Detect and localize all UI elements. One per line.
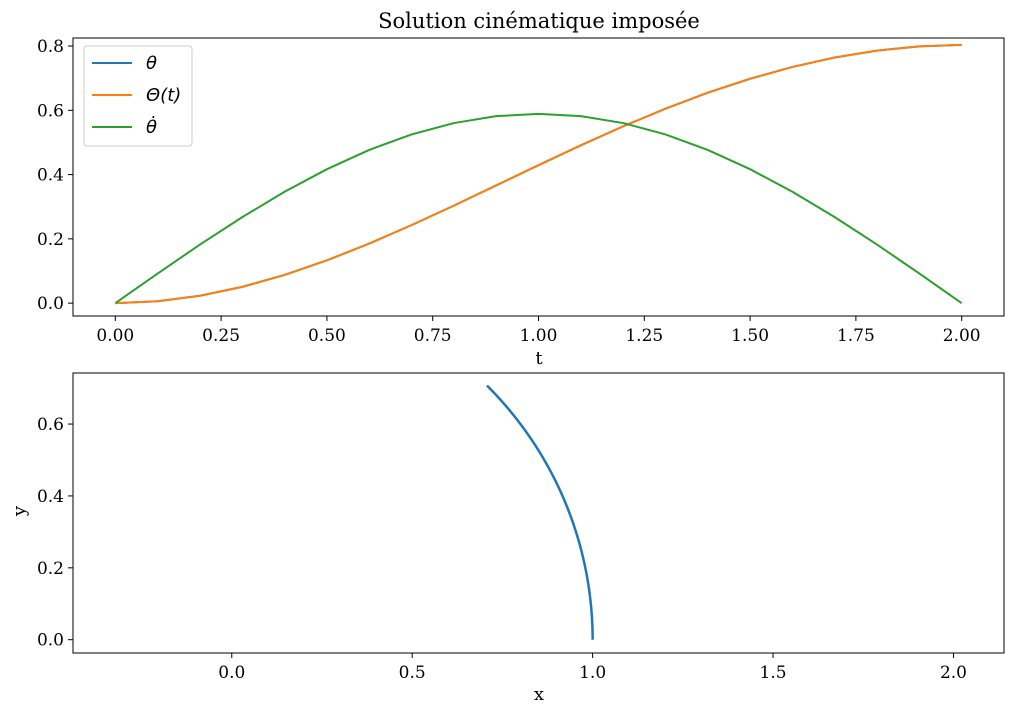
bottom-y-tick-label: 0.6 [37,415,64,435]
top-series-line-2 [114,112,963,304]
legend-label-1: Θ(t) [146,85,181,106]
bottom-trajectory-line [485,384,594,641]
top-series-line-1 [115,43,962,305]
bottom-y-axis-label: y [9,505,30,517]
top-y-ticks: 0.0 0.2 0.4 0.6 0.8 [37,37,73,314]
bottom-x-tick-label: 2.0 [940,663,967,683]
top-series-group [114,43,963,305]
top-x-tick-label: 2.00 [943,326,981,346]
bottom-x-tick-label: 1.0 [579,663,606,683]
legend: θ Θ(t) θ̇ [83,45,193,147]
top-series-line-0 [115,43,962,305]
bottom-y-tick-label: 0.4 [37,487,64,507]
top-x-ticks: 0.00 0.25 0.50 0.75 1.00 1.25 1.50 1.75 2.00 [96,316,981,346]
bottom-plot: 0.0 0.5 1.0 1.5 2.0 0.0 0.2 0.4 0.6 x y [9,372,1005,705]
bottom-plot-frame [72,372,1005,654]
top-x-axis-label: t [535,348,543,369]
top-x-tick-label: 1.50 [731,326,769,346]
legend-label-2: θ̇ [146,115,157,138]
bottom-x-tick-label: 1.5 [760,663,787,683]
top-x-tick-label: 0.25 [202,326,240,346]
top-plot: Solution cinématique imposée 0.00 0.25 0.5… [37,9,1005,369]
top-chart-title: Solution cinématique imposée [378,9,700,33]
bottom-series-group [485,384,594,641]
top-plot-frame [72,37,1005,317]
legend-items: θ Θ(t) θ̇ [92,53,181,138]
legend-label-0: θ [146,53,157,74]
top-x-tick-label: 1.00 [520,326,558,346]
bottom-y-ticks: 0.0 0.2 0.4 0.6 [37,415,73,651]
top-y-tick-label: 0.8 [37,37,64,57]
bottom-x-tick-label: 0.0 [218,663,245,683]
bottom-x-ticks: 0.0 0.5 1.0 1.5 2.0 [218,653,967,683]
top-y-tick-label: 0.4 [37,166,64,186]
bottom-x-tick-label: 0.5 [399,663,426,683]
legend-frame [83,45,193,147]
top-x-tick-label: 0.00 [96,326,134,346]
top-y-tick-label: 0.0 [37,294,64,314]
bottom-y-tick-label: 0.2 [37,559,64,579]
top-y-tick-label: 0.6 [37,101,64,121]
top-y-tick-label: 0.2 [37,230,64,250]
bottom-y-tick-label: 0.0 [37,631,64,651]
bottom-x-axis-label: x [534,684,544,705]
top-x-tick-label: 0.50 [308,326,346,346]
top-x-tick-label: 1.25 [625,326,663,346]
top-x-tick-label: 1.75 [837,326,875,346]
top-x-tick-label: 0.75 [414,326,452,346]
